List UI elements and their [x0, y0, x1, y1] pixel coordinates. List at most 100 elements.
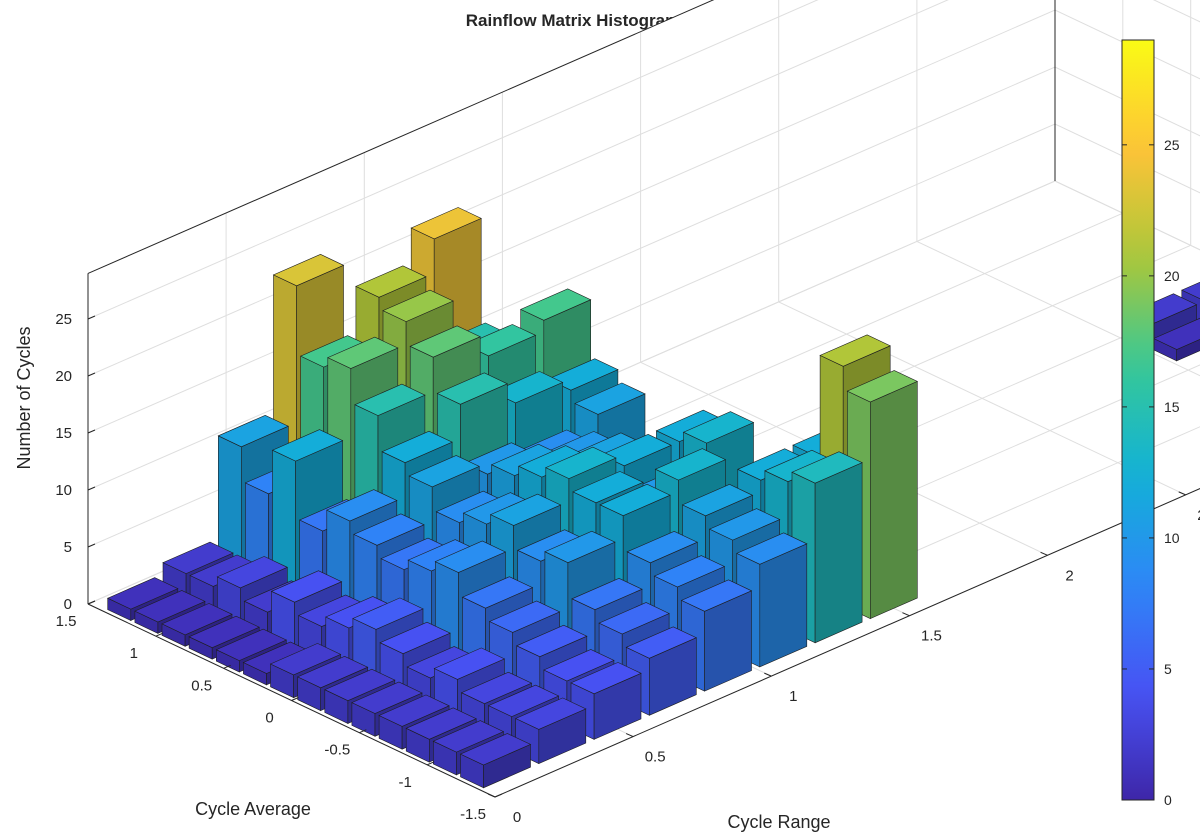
z-tick-label: 10: [55, 482, 72, 499]
x-tick-mark: [223, 664, 231, 669]
x-tick-label: 1: [130, 645, 138, 662]
axis-frame-edge: [87, 0, 715, 274]
y-tick-label: 1.5: [921, 628, 942, 645]
bars: [106, 207, 1200, 789]
y-tick-mark: [764, 672, 772, 677]
bar-face-top: [846, 370, 919, 403]
bar-face-top: [352, 597, 424, 630]
bar: [459, 733, 532, 789]
y-axis-label: Cycle Range: [727, 812, 830, 832]
bar-face-top: [434, 540, 507, 573]
bar-face-top: [379, 621, 451, 655]
z-tick-mark: [87, 372, 96, 377]
y-tick-mark: [1040, 551, 1048, 556]
y-tick-label: 2.5: [1197, 507, 1200, 524]
bar-face-top: [409, 325, 481, 358]
bar-face-top: [459, 733, 532, 766]
bar-face-top: [547, 358, 619, 391]
axis-frame-edge: [494, 488, 1200, 798]
x-tick-mark: [494, 793, 503, 798]
bar-face-top: [324, 668, 396, 702]
bar-face-top: [819, 334, 891, 367]
bar-face-top: [433, 647, 506, 680]
x-tick-mark: [359, 729, 367, 734]
bar-face-top: [382, 289, 454, 322]
bar-face-top: [460, 671, 533, 705]
colorbar-gradient: [1121, 39, 1155, 801]
z-tick-mark: [87, 543, 96, 548]
bar-face-top: [217, 414, 290, 448]
bar-face-top: [353, 513, 425, 546]
bar-face-top: [543, 649, 615, 682]
bar-face-top: [436, 372, 509, 405]
bar-face-top: [378, 694, 450, 727]
bar-face-top: [134, 590, 206, 623]
bar: [1152, 317, 1200, 362]
x-tick-label: 1.5: [56, 613, 77, 630]
x-tick-mark: [291, 697, 299, 701]
bar-face-top: [408, 455, 480, 488]
bar-face-top: [515, 624, 588, 658]
bar-face-top: [570, 662, 642, 695]
bar-face-top: [791, 451, 863, 484]
z-tick-label: 20: [55, 368, 72, 385]
colorbar-tick-label: 5: [1164, 661, 1172, 677]
bar-face-top: [1181, 281, 1200, 300]
bar-face-top: [625, 626, 698, 659]
y-tick-label: 1: [789, 688, 797, 705]
bar-face-top: [598, 602, 670, 635]
bar: [514, 697, 587, 765]
z-tick-label: 0: [64, 596, 72, 613]
z-tick-mark: [87, 600, 96, 605]
bar-face-top: [1152, 317, 1200, 350]
bar-face-top: [381, 430, 453, 464]
bar-face-side: [814, 462, 863, 644]
bar-face-top: [351, 681, 423, 714]
bar-face-top: [188, 615, 260, 649]
bar-face-top: [488, 600, 561, 633]
x-tick-label: -1: [398, 774, 411, 791]
bar-face-top: [272, 253, 345, 287]
y-tick-label: 0: [513, 809, 521, 826]
bar-face-top: [405, 707, 477, 740]
bar-face-top: [491, 371, 564, 404]
z-axis-label: Number of Cycles: [14, 326, 34, 469]
colorbar-tick-label: 0: [1164, 792, 1172, 808]
z-tick-label: 5: [64, 539, 72, 556]
bar-face-top: [574, 382, 646, 415]
bar-face-top: [599, 483, 671, 517]
bar-face-top: [736, 532, 808, 565]
bar-face-top: [545, 446, 617, 479]
bar-face-top: [653, 555, 726, 588]
bar-face-side: [869, 380, 918, 620]
bar-face-top: [464, 324, 537, 357]
z-tick-label: 15: [55, 425, 72, 442]
colorbar-ticks: 0 5 10 15 20 25: [1122, 137, 1180, 808]
bar-face-top: [461, 576, 534, 609]
z-tick-mark: [87, 429, 96, 434]
bar-face-top: [326, 489, 398, 522]
z-tick-mark: [87, 486, 96, 491]
x-tick-label: 0: [265, 710, 273, 727]
bar-face-top: [106, 577, 179, 610]
bar-face-top: [327, 336, 399, 369]
bar-face-top: [296, 655, 369, 689]
bar-face-top: [161, 603, 233, 636]
bar-face-top: [600, 433, 672, 467]
bar-face-top: [626, 530, 699, 564]
bar-face-top: [680, 579, 753, 612]
bar-face-top: [162, 541, 234, 574]
y-tick-mark: [487, 793, 496, 798]
bar-face-top: [215, 628, 288, 661]
x-tick-mark: [155, 632, 164, 637]
bar-face-top: [355, 265, 427, 298]
bar-face-top: [571, 577, 643, 611]
plot-axes: 1.510.50-0.5-1-1.500.511.522.533.5051015…: [55, 0, 1200, 826]
colorbar-tick-label: 20: [1164, 268, 1180, 284]
bar-face-top: [519, 288, 592, 321]
bar-face-top: [682, 411, 755, 444]
bar-face-top: [216, 556, 289, 589]
y-tick-label: 2: [1065, 567, 1073, 584]
grid-line-z: [87, 0, 819, 320]
